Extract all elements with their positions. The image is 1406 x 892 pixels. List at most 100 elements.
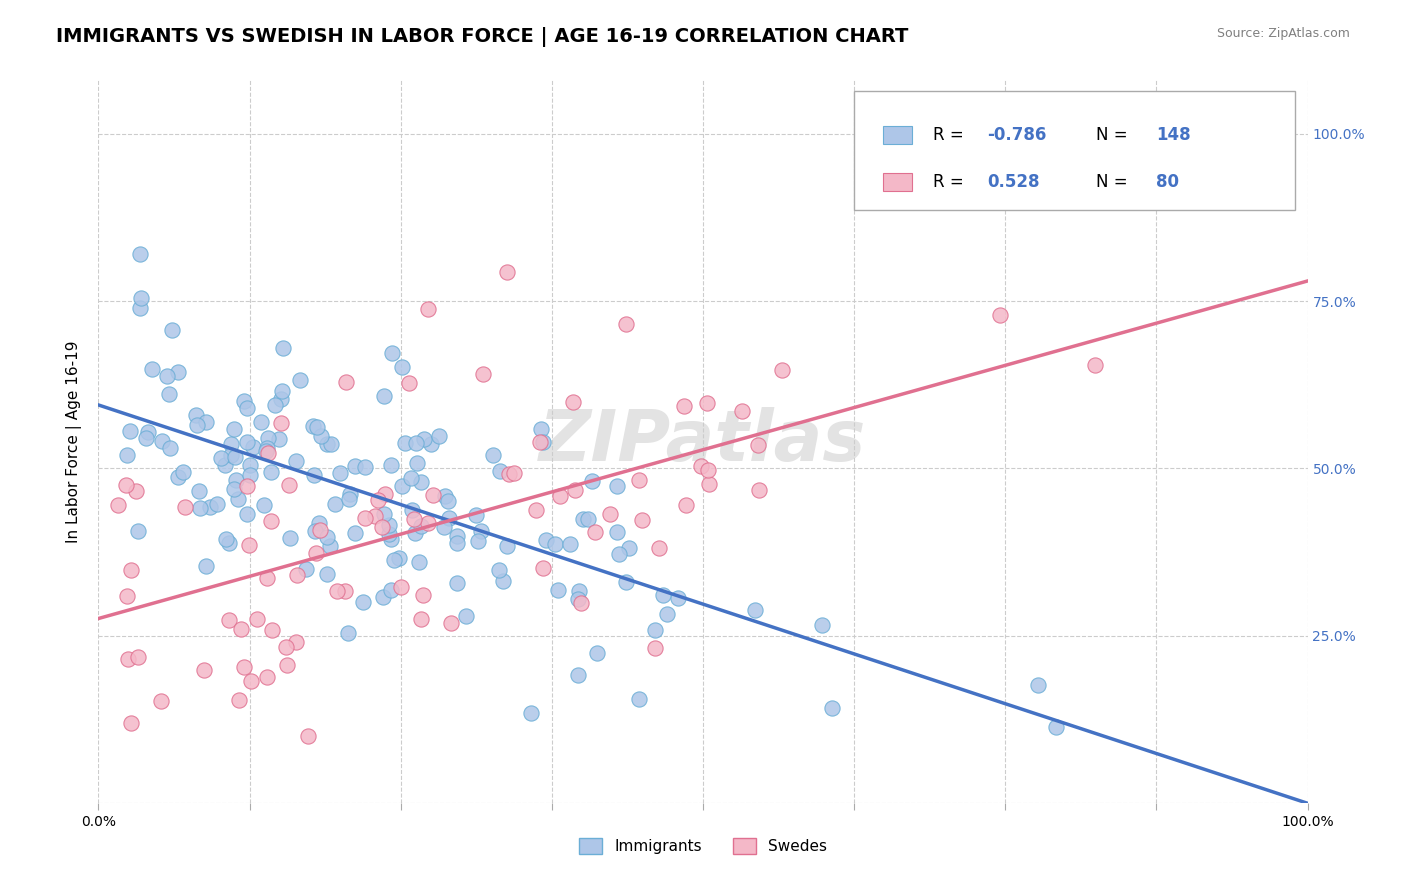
Text: IMMIGRANTS VS SWEDISH IN LABOR FORCE | AGE 16-19 CORRELATION CHART: IMMIGRANTS VS SWEDISH IN LABOR FORCE | A… (56, 27, 908, 46)
Point (380, 458, 402, 472)
Point (302, 419, 325, 434)
Point (409, 519, 432, 533)
Text: -0.786: -0.786 (987, 126, 1046, 144)
Point (429, 429, 451, 443)
Point (378, 518, 401, 533)
Point (389, 580, 412, 594)
Point (242, 440, 264, 454)
Point (696, 463, 718, 477)
Point (190, 501, 212, 516)
Point (276, 657, 298, 672)
Point (270, 392, 292, 406)
Point (127, 524, 149, 538)
Point (150, 434, 173, 449)
Point (820, 700, 842, 714)
Point (770, 363, 793, 377)
Point (606, 525, 628, 540)
Point (409, 475, 432, 489)
Point (219, 448, 242, 462)
Point (352, 595, 374, 609)
Text: N =: N = (1097, 126, 1133, 144)
Point (644, 641, 666, 656)
Point (304, 524, 326, 538)
Point (120, 564, 142, 578)
Point (290, 373, 312, 387)
Point (446, 536, 468, 550)
Text: R =: R = (932, 126, 969, 144)
Point (531, 561, 554, 575)
Point (309, 523, 332, 537)
Point (655, 607, 678, 622)
Point (214, 458, 236, 472)
Point (696, 396, 718, 410)
Point (456, 609, 478, 624)
Point (315, 530, 337, 544)
Point (136, 425, 159, 440)
Point (439, 511, 461, 525)
Point (564, 483, 586, 497)
Point (225, 473, 247, 487)
Point (254, 443, 277, 458)
Point (419, 437, 441, 451)
Point (264, 398, 287, 412)
Point (172, 465, 194, 479)
Point (446, 575, 468, 590)
Point (402, 511, 425, 525)
Point (127, 649, 149, 664)
Point (115, 477, 138, 491)
Point (238, 458, 260, 472)
Text: N =: N = (1097, 173, 1133, 191)
Point (344, 525, 367, 540)
Point (267, 432, 290, 446)
Point (344, 459, 367, 474)
Text: 0.528: 0.528 (987, 173, 1039, 191)
Point (219, 437, 242, 451)
Point (120, 424, 142, 438)
Point (374, 487, 396, 501)
Point (988, 308, 1011, 322)
FancyBboxPatch shape (855, 91, 1295, 211)
Point (373, 507, 395, 521)
Point (284, 453, 307, 467)
Point (339, 487, 361, 501)
Point (297, 729, 319, 743)
Point (198, 500, 221, 514)
Point (531, 434, 554, 449)
Point (373, 591, 395, 605)
Point (276, 640, 298, 654)
Point (150, 694, 173, 708)
Point (319, 539, 342, 553)
Point (567, 667, 589, 681)
Point (380, 583, 402, 598)
Point (482, 448, 505, 462)
Point (583, 524, 606, 539)
Point (222, 422, 245, 436)
Point (744, 603, 766, 617)
Point (434, 489, 457, 503)
Point (524, 503, 547, 517)
Point (569, 596, 592, 610)
Point (135, 431, 157, 445)
Point (129, 246, 152, 260)
Point (585, 646, 607, 660)
Point (381, 346, 404, 360)
Point (218, 536, 240, 550)
Point (1045, 720, 1067, 734)
Point (167, 470, 190, 484)
Point (406, 456, 429, 470)
Point (409, 612, 432, 626)
Point (239, 674, 262, 689)
Point (256, 571, 278, 585)
Point (235, 507, 257, 521)
Point (697, 477, 720, 491)
Point (373, 389, 395, 403)
Point (160, 323, 183, 337)
Point (675, 498, 697, 512)
Point (278, 477, 301, 491)
Point (167, 365, 190, 379)
Point (576, 512, 599, 526)
Point (378, 526, 401, 541)
Point (238, 538, 260, 552)
Point (271, 384, 294, 399)
Point (195, 415, 218, 429)
